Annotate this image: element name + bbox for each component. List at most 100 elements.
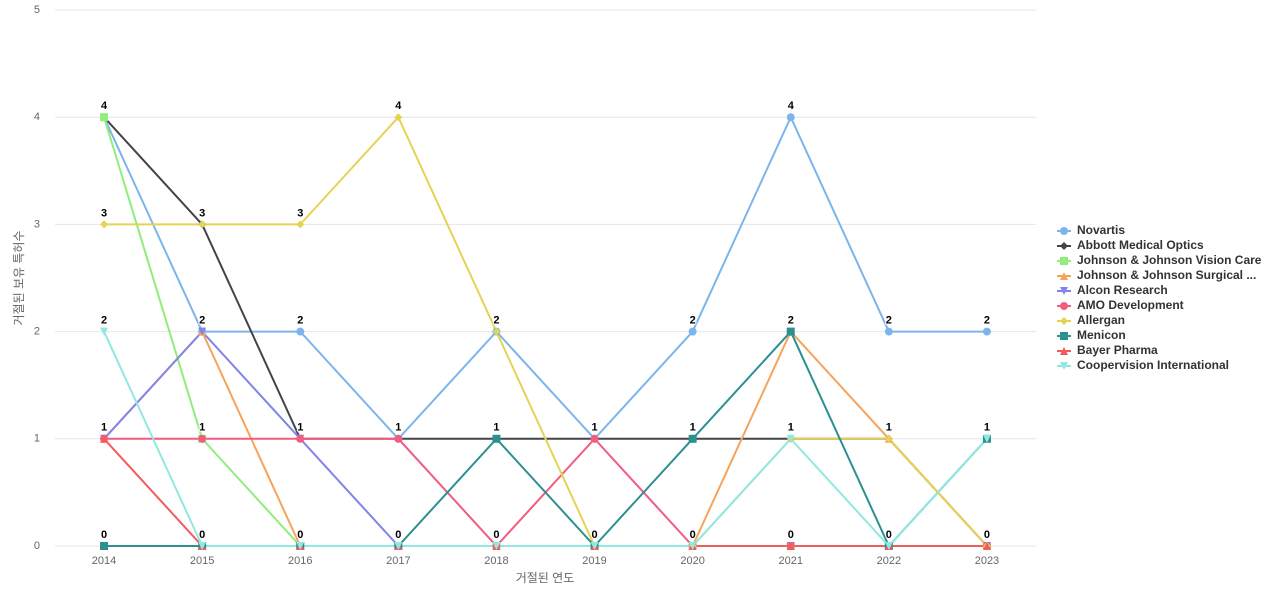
legend-label[interactable]: Menicon: [1077, 328, 1126, 342]
data-label: 2: [886, 315, 892, 327]
y-tick-label: 1: [34, 433, 40, 445]
point: [100, 327, 109, 336]
point: [296, 542, 305, 550]
point: [198, 220, 207, 229]
legend-marker: [1060, 287, 1068, 295]
point: [982, 327, 991, 336]
data-label: 0: [199, 529, 205, 541]
x-tick-label: 2021: [779, 555, 803, 567]
point: [394, 542, 403, 550]
legend-label[interactable]: Alcon Research: [1077, 283, 1168, 297]
point: [688, 327, 697, 336]
point: [100, 220, 109, 229]
legend-label[interactable]: Abbott Medical Optics: [1077, 238, 1204, 252]
data-label: 2: [690, 315, 696, 327]
data-label: 1: [984, 422, 990, 434]
point: [786, 327, 795, 336]
data-label: 2: [493, 315, 499, 327]
point: [394, 113, 403, 122]
point: [492, 327, 501, 336]
data-label: 1: [395, 422, 401, 434]
legend-marker: [1060, 242, 1068, 250]
data-label: 2: [297, 315, 303, 327]
legend-marker: [1060, 347, 1068, 355]
data-label: 3: [101, 207, 107, 219]
point: [688, 542, 697, 550]
point: [884, 434, 893, 443]
point: [982, 434, 991, 443]
data-label: 4: [788, 100, 795, 112]
point: [198, 542, 207, 550]
data-label: 0: [690, 529, 696, 541]
legend-label[interactable]: Johnson & Johnson Surgical ...: [1077, 268, 1256, 282]
legend-marker: [1060, 302, 1068, 310]
data-label: 1: [101, 422, 107, 434]
data-label: 3: [297, 207, 303, 219]
legend-marker: [1060, 332, 1068, 340]
data-label: 0: [886, 529, 892, 541]
data-label: 0: [395, 529, 401, 541]
data-label: 1: [690, 422, 696, 434]
point: [590, 434, 599, 443]
legend-label[interactable]: Coopervision International: [1077, 358, 1229, 372]
data-label: 0: [101, 529, 107, 541]
data-label: 1: [886, 422, 892, 434]
y-tick-label: 3: [34, 218, 40, 230]
point: [884, 327, 893, 336]
data-label: 0: [493, 529, 499, 541]
y-axis-title: 거절된 보유 특허수: [12, 231, 26, 326]
data-label: 3: [199, 207, 205, 219]
y-tick-label: 4: [34, 111, 40, 123]
legend-marker: [1060, 317, 1068, 325]
point: [198, 327, 207, 336]
data-label: 2: [984, 315, 990, 327]
point: [296, 220, 305, 229]
data-label: 1: [297, 422, 303, 434]
x-axis-title: 거절된 연도: [516, 571, 575, 585]
data-label: 0: [297, 529, 303, 541]
x-tick-label: 2014: [92, 555, 116, 567]
data-label: 2: [788, 315, 794, 327]
legend-label[interactable]: Bayer Pharma: [1077, 343, 1158, 357]
legend-marker: [1060, 227, 1068, 235]
data-label: 4: [101, 100, 108, 112]
data-label: 2: [101, 315, 107, 327]
point: [296, 434, 305, 443]
series-line: [103, 331, 988, 548]
y-tick-label: 2: [34, 326, 40, 338]
legend-label[interactable]: Allergan: [1077, 313, 1125, 327]
x-tick-label: 2022: [877, 555, 901, 567]
point: [100, 542, 109, 550]
point: [786, 113, 795, 122]
x-tick-label: 2023: [975, 555, 999, 567]
x-tick-label: 2015: [190, 555, 214, 567]
x-tick-label: 2017: [386, 555, 410, 567]
legend-marker: [1060, 272, 1068, 280]
point: [100, 434, 109, 443]
point: [492, 434, 501, 443]
data-label: 1: [493, 422, 499, 434]
x-tick-label: 2016: [288, 555, 312, 567]
x-tick-label: 2020: [680, 555, 704, 567]
data-label: 0: [788, 529, 794, 541]
legend-label[interactable]: Novartis: [1077, 223, 1125, 237]
point: [688, 434, 697, 443]
legend-label[interactable]: Johnson & Johnson Vision Care: [1077, 253, 1262, 267]
data-label: 2: [199, 315, 205, 327]
point: [492, 542, 501, 550]
point: [786, 542, 795, 550]
data-label: 1: [591, 422, 597, 434]
x-tick-label: 2019: [582, 555, 606, 567]
x-tick-label: 2018: [484, 555, 508, 567]
data-label: 4: [395, 100, 402, 112]
series-line: [103, 114, 987, 441]
point: [590, 542, 599, 550]
data-label: 1: [788, 422, 794, 434]
point: [786, 434, 795, 443]
point: [394, 434, 403, 443]
point: [884, 542, 893, 550]
legend-marker: [1060, 362, 1068, 370]
legend-label[interactable]: AMO Development: [1077, 298, 1184, 312]
data-label: 1: [199, 422, 205, 434]
